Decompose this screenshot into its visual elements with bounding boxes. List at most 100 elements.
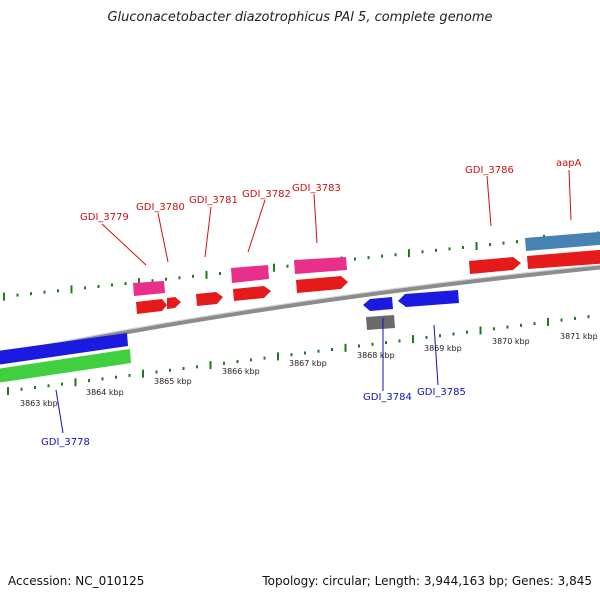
minus-tick-33 [452, 332, 455, 336]
leader-gdi-3779 [101, 223, 147, 266]
accession-text: Accession: NC_010125 [8, 574, 145, 588]
plus-tick-6 [84, 286, 86, 290]
scale-label-3866: 3866 kbp [222, 367, 260, 376]
plus-tick-31 [421, 250, 424, 254]
minus-tick-7 [101, 377, 104, 381]
minus-tick-43 [587, 315, 590, 319]
plus-tick-13 [178, 276, 181, 280]
leader-gdi-3783 [313, 193, 318, 244]
feature-aapa-steel[interactable] [525, 231, 600, 251]
label-gdi-3782[interactable]: GDI_3782 [242, 189, 291, 200]
plus-tick-21 [286, 264, 289, 268]
minus-tick-41 [560, 318, 563, 322]
plus-tick-14 [192, 274, 194, 278]
minus-tick-24 [331, 348, 333, 351]
plus-tick-33 [448, 247, 451, 251]
minus-tick-37 [506, 325, 509, 329]
feature-gdi-3784-cds[interactable] [363, 297, 393, 311]
feature-gdi-3782-pink[interactable] [231, 265, 269, 283]
plus-tick-7 [97, 285, 100, 288]
label-aapa[interactable]: aapA [556, 158, 582, 169]
minus-tick-3 [47, 384, 50, 388]
label-gdi-3778[interactable]: GDI_3778 [41, 437, 90, 448]
minus-tick-14 [196, 365, 198, 369]
plus-tick-15 [205, 270, 208, 279]
feature-gdi-3784-gray[interactable] [366, 315, 395, 330]
plus-tick-2 [30, 292, 32, 296]
minus-strand-ticks [7, 315, 590, 395]
feature-gdi-3781-cds[interactable] [196, 292, 223, 306]
leader-gdi-3781 [204, 206, 212, 258]
label-gdi-3779[interactable]: GDI_3779 [80, 212, 129, 223]
plus-tick-1 [16, 293, 19, 297]
label-gdi-3785[interactable]: GDI_3785 [417, 387, 466, 398]
scale-label-3867: 3867 kbp [289, 359, 327, 368]
feature-gdi-3782-cds[interactable] [233, 286, 271, 301]
scale-labels: 3863 kbp 3864 kbp 3865 kbp 3866 kbp 3867… [20, 332, 598, 408]
minus-tick-18 [250, 358, 252, 362]
label-gdi-3781[interactable]: GDI_3781 [189, 195, 238, 206]
minus-tick-16 [223, 361, 225, 365]
feature-gdi-3783-pink[interactable] [294, 257, 347, 274]
minus-tick-27 [371, 342, 374, 346]
minus-tick-13 [182, 367, 185, 370]
plus-strand-features [133, 231, 600, 314]
plus-tick-35 [475, 242, 478, 250]
minus-tick-6 [88, 379, 90, 383]
minus-tick-39 [533, 322, 536, 326]
minus-tick-10 [142, 369, 144, 378]
minus-tick-11 [155, 370, 158, 374]
minus-tick-26 [358, 344, 360, 348]
minus-tick-31 [425, 335, 428, 339]
label-gdi-3784[interactable]: GDI_3784 [363, 392, 412, 403]
plus-tick-27 [367, 256, 370, 260]
minus-tick-28 [385, 341, 387, 345]
leader-gdi-3786 [486, 175, 492, 227]
minus-tick-19 [263, 356, 266, 360]
plus-tick-29 [394, 253, 397, 257]
plus-tick-28 [381, 254, 383, 258]
label-gdi-3780[interactable]: GDI_3780 [136, 202, 185, 213]
plus-tick-30 [408, 249, 410, 258]
minus-tick-22 [304, 351, 306, 355]
feature-aapa-cds[interactable] [527, 249, 600, 269]
minus-tick-40 [547, 317, 549, 326]
plus-tick-16 [219, 272, 221, 275]
plus-tick-5 [70, 285, 73, 294]
feature-gdi-3780-cds[interactable] [167, 297, 181, 309]
plus-tick-12 [165, 277, 167, 281]
scale-label-3865: 3865 kbp [154, 377, 192, 386]
minus-tick-25 [344, 343, 347, 352]
scale-label-3868: 3868 kbp [357, 351, 395, 360]
plus-tick-4 [57, 289, 59, 293]
feature-gdi-3778-green[interactable] [0, 349, 131, 384]
label-gdi-3786[interactable]: GDI_3786 [465, 165, 514, 176]
minus-tick-20 [277, 352, 279, 361]
scale-label-3864: 3864 kbp [86, 388, 124, 397]
feature-gdi-3785-cds[interactable] [398, 290, 459, 307]
map-title: Gluconacetobacter diazotrophicus PAl 5, … [107, 10, 493, 25]
feature-gdi-3786-cds[interactable] [469, 257, 521, 274]
leader-gdi-3785 [433, 324, 439, 386]
plus-tick-36 [489, 243, 491, 247]
feature-gdi-3783-cds[interactable] [296, 276, 348, 293]
label-leaders [55, 169, 572, 434]
minus-tick-8 [115, 375, 117, 379]
minus-tick-17 [236, 360, 239, 364]
minus-tick-15 [209, 361, 212, 370]
minus-tick-23 [317, 349, 320, 353]
plus-tick-9 [124, 282, 127, 286]
minus-tick-29 [398, 339, 401, 343]
feature-gdi-3779-cds[interactable] [136, 299, 167, 314]
label-gdi-3783[interactable]: GDI_3783 [292, 183, 341, 194]
minus-tick-38 [520, 323, 522, 327]
minus-tick-32 [439, 334, 441, 338]
feature-gdi-3778-cds[interactable] [0, 333, 128, 366]
plus-tick-37 [502, 241, 505, 245]
feature-gdi-3779-pink[interactable] [133, 281, 165, 296]
chromosome-backbone-highlight [0, 264, 600, 355]
plus-tick-34 [462, 246, 464, 249]
minus-tick-36 [493, 327, 495, 331]
plus-tick-32 [435, 248, 437, 252]
genome-summary-text: Topology: circular; Length: 3,944,163 bp… [262, 574, 592, 588]
